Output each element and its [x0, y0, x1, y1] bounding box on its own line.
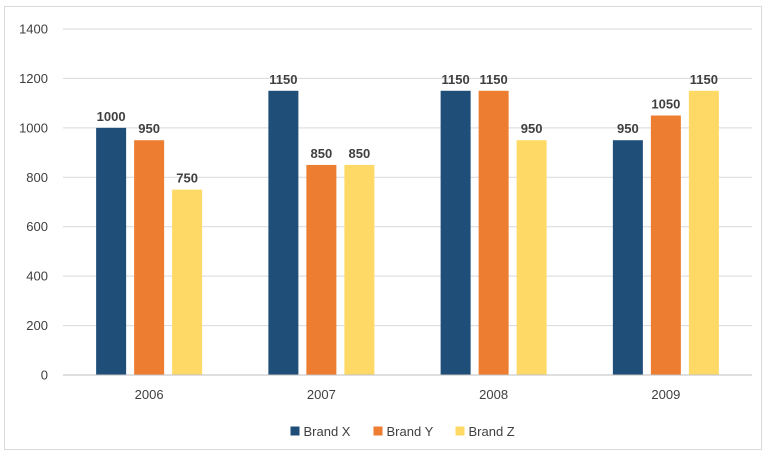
- bar-brand-y-2006: [134, 140, 165, 375]
- data-label: 1050: [651, 97, 680, 112]
- data-label: 750: [176, 171, 198, 186]
- y-tick-label: 600: [26, 219, 48, 234]
- legend-label: Brand Y: [387, 424, 434, 439]
- bar-brand-x-2008: [440, 90, 471, 376]
- data-label: 950: [138, 121, 160, 136]
- y-tick-label: 1000: [19, 120, 48, 135]
- y-tick-label: 1200: [19, 71, 48, 86]
- legend-swatch: [290, 426, 300, 436]
- legend: Brand X Brand Y Brand Z: [290, 424, 515, 439]
- x-axis-tick-labels: 2006 2007 2008 2009: [135, 387, 681, 402]
- data-label: 850: [311, 146, 333, 161]
- x-tick-label: 2008: [479, 387, 508, 402]
- x-tick-label: 2007: [307, 387, 336, 402]
- x-tick-label: 2009: [651, 387, 680, 402]
- data-labels: 1000 950 750 1150 850 850 1150 1150 950 950 1050 11…: [97, 72, 718, 186]
- bar-brand-y-2009: [650, 115, 681, 375]
- bar-brand-y-2007: [306, 164, 337, 375]
- bar-brand-x-2006: [96, 127, 127, 375]
- data-label: 1150: [480, 72, 508, 87]
- gridlines: [63, 28, 752, 327]
- data-label: 1000: [97, 109, 126, 124]
- legend-item-brand-x: Brand X: [290, 424, 351, 439]
- bars: [96, 90, 719, 376]
- bar-brand-x-2007: [268, 90, 299, 376]
- x-tick-label: 2006: [135, 387, 164, 402]
- bar-brand-z-2008: [516, 140, 547, 375]
- y-tick-label: 200: [26, 318, 48, 333]
- legend-label: Brand X: [304, 424, 351, 439]
- legend-swatch: [455, 426, 465, 436]
- bar-brand-z-2009: [688, 90, 719, 376]
- legend-item-brand-y: Brand Y: [373, 424, 434, 439]
- data-label: 1150: [690, 72, 718, 87]
- bar-brand-y-2008: [478, 90, 509, 376]
- y-tick-label: 800: [26, 170, 48, 185]
- y-tick-label: 400: [26, 269, 48, 284]
- legend-label: Brand Z: [469, 424, 515, 439]
- legend-item-brand-z: Brand Z: [455, 424, 515, 439]
- legend-swatch: [373, 426, 383, 436]
- data-label: 1150: [442, 72, 470, 87]
- data-label: 950: [521, 121, 543, 136]
- bar-brand-x-2009: [612, 140, 643, 375]
- y-axis-tick-labels: 0 200 400 600 800 1000 1200 1400: [19, 22, 48, 383]
- y-tick-label: 1400: [19, 22, 48, 37]
- y-tick-label: 0: [41, 368, 48, 383]
- data-label: 950: [617, 121, 639, 136]
- bar-brand-z-2007: [344, 164, 375, 375]
- bar-brand-z-2006: [172, 189, 203, 375]
- data-label: 850: [349, 146, 371, 161]
- data-label: 1150: [269, 72, 297, 87]
